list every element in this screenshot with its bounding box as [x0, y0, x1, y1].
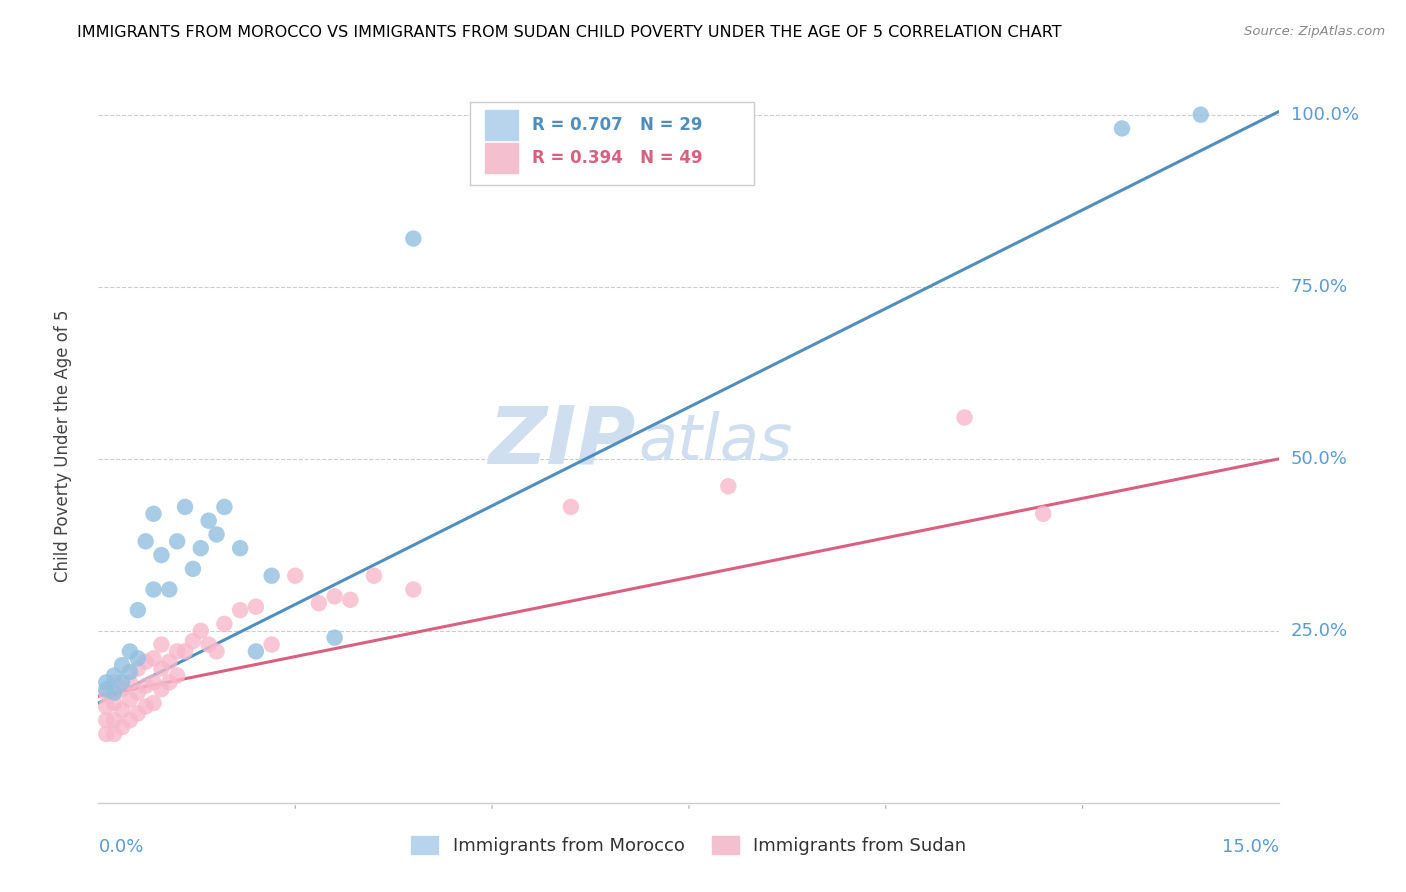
Text: 0.0%: 0.0% — [98, 838, 143, 855]
Point — [96, 686, 118, 700]
Point — [402, 231, 425, 245]
Point — [197, 638, 219, 652]
Text: ZIP: ZIP — [488, 402, 636, 481]
Point — [118, 692, 141, 706]
Point — [363, 568, 385, 582]
Point — [111, 720, 134, 734]
Point — [118, 675, 141, 690]
Point — [142, 507, 165, 521]
Point — [157, 582, 180, 597]
Text: 15.0%: 15.0% — [1222, 838, 1279, 855]
Point — [111, 703, 134, 717]
Text: atlas: atlas — [638, 410, 793, 473]
Point — [127, 603, 149, 617]
Point — [150, 638, 173, 652]
Point — [142, 651, 165, 665]
Point — [150, 548, 173, 562]
Point — [135, 534, 157, 549]
Point — [103, 696, 125, 710]
Point — [323, 590, 346, 604]
Point — [157, 655, 180, 669]
Point — [103, 686, 125, 700]
Text: R = 0.707   N = 29: R = 0.707 N = 29 — [531, 116, 703, 134]
Point — [96, 675, 118, 690]
Point — [103, 675, 125, 690]
Bar — [485, 110, 517, 140]
Point — [118, 665, 141, 679]
Text: Child Poverty Under the Age of 5: Child Poverty Under the Age of 5 — [55, 310, 72, 582]
Point — [190, 541, 212, 556]
Point — [214, 500, 236, 514]
Point — [142, 582, 165, 597]
Point — [118, 644, 141, 658]
Text: 25.0%: 25.0% — [1291, 622, 1348, 640]
Bar — [485, 143, 517, 173]
Point — [205, 527, 228, 541]
Text: 75.0%: 75.0% — [1291, 277, 1348, 296]
Point — [245, 644, 267, 658]
Point — [135, 679, 157, 693]
Point — [103, 713, 125, 727]
Text: Source: ZipAtlas.com: Source: ZipAtlas.com — [1244, 25, 1385, 38]
Point — [1111, 121, 1133, 136]
Text: 100.0%: 100.0% — [1291, 105, 1358, 124]
Point — [323, 631, 346, 645]
Point — [1032, 507, 1054, 521]
Point — [284, 568, 307, 582]
Text: 50.0%: 50.0% — [1291, 450, 1347, 467]
Point — [111, 658, 134, 673]
Point — [142, 675, 165, 690]
Point — [103, 727, 125, 741]
Point — [166, 534, 188, 549]
Point — [135, 655, 157, 669]
Point — [96, 699, 118, 714]
Point — [127, 686, 149, 700]
Point — [260, 568, 283, 582]
Point — [142, 696, 165, 710]
Point — [308, 596, 330, 610]
Point — [1189, 108, 1212, 122]
Point — [197, 514, 219, 528]
Point — [157, 675, 180, 690]
Point — [96, 727, 118, 741]
Point — [229, 603, 252, 617]
Point — [111, 675, 134, 690]
Point — [953, 410, 976, 425]
Point — [205, 644, 228, 658]
Point — [260, 638, 283, 652]
Point — [402, 582, 425, 597]
Point — [181, 634, 204, 648]
Point — [560, 500, 582, 514]
Text: R = 0.394   N = 49: R = 0.394 N = 49 — [531, 149, 703, 168]
Legend: Immigrants from Morocco, Immigrants from Sudan: Immigrants from Morocco, Immigrants from… — [404, 829, 974, 863]
Point — [214, 616, 236, 631]
Point — [96, 713, 118, 727]
Point — [166, 668, 188, 682]
Point — [717, 479, 740, 493]
Point — [174, 644, 197, 658]
Point — [190, 624, 212, 638]
Point — [127, 651, 149, 665]
Point — [111, 682, 134, 697]
Point — [150, 682, 173, 697]
Point — [229, 541, 252, 556]
Point — [181, 562, 204, 576]
Point — [174, 500, 197, 514]
Point — [135, 699, 157, 714]
Point — [245, 599, 267, 614]
Point — [96, 682, 118, 697]
Point — [118, 713, 141, 727]
FancyBboxPatch shape — [471, 102, 754, 185]
Point — [339, 592, 361, 607]
Text: IMMIGRANTS FROM MOROCCO VS IMMIGRANTS FROM SUDAN CHILD POVERTY UNDER THE AGE OF : IMMIGRANTS FROM MOROCCO VS IMMIGRANTS FR… — [77, 25, 1062, 40]
Point — [103, 668, 125, 682]
Point — [127, 706, 149, 721]
Point — [150, 662, 173, 676]
Point — [166, 644, 188, 658]
Point — [127, 662, 149, 676]
